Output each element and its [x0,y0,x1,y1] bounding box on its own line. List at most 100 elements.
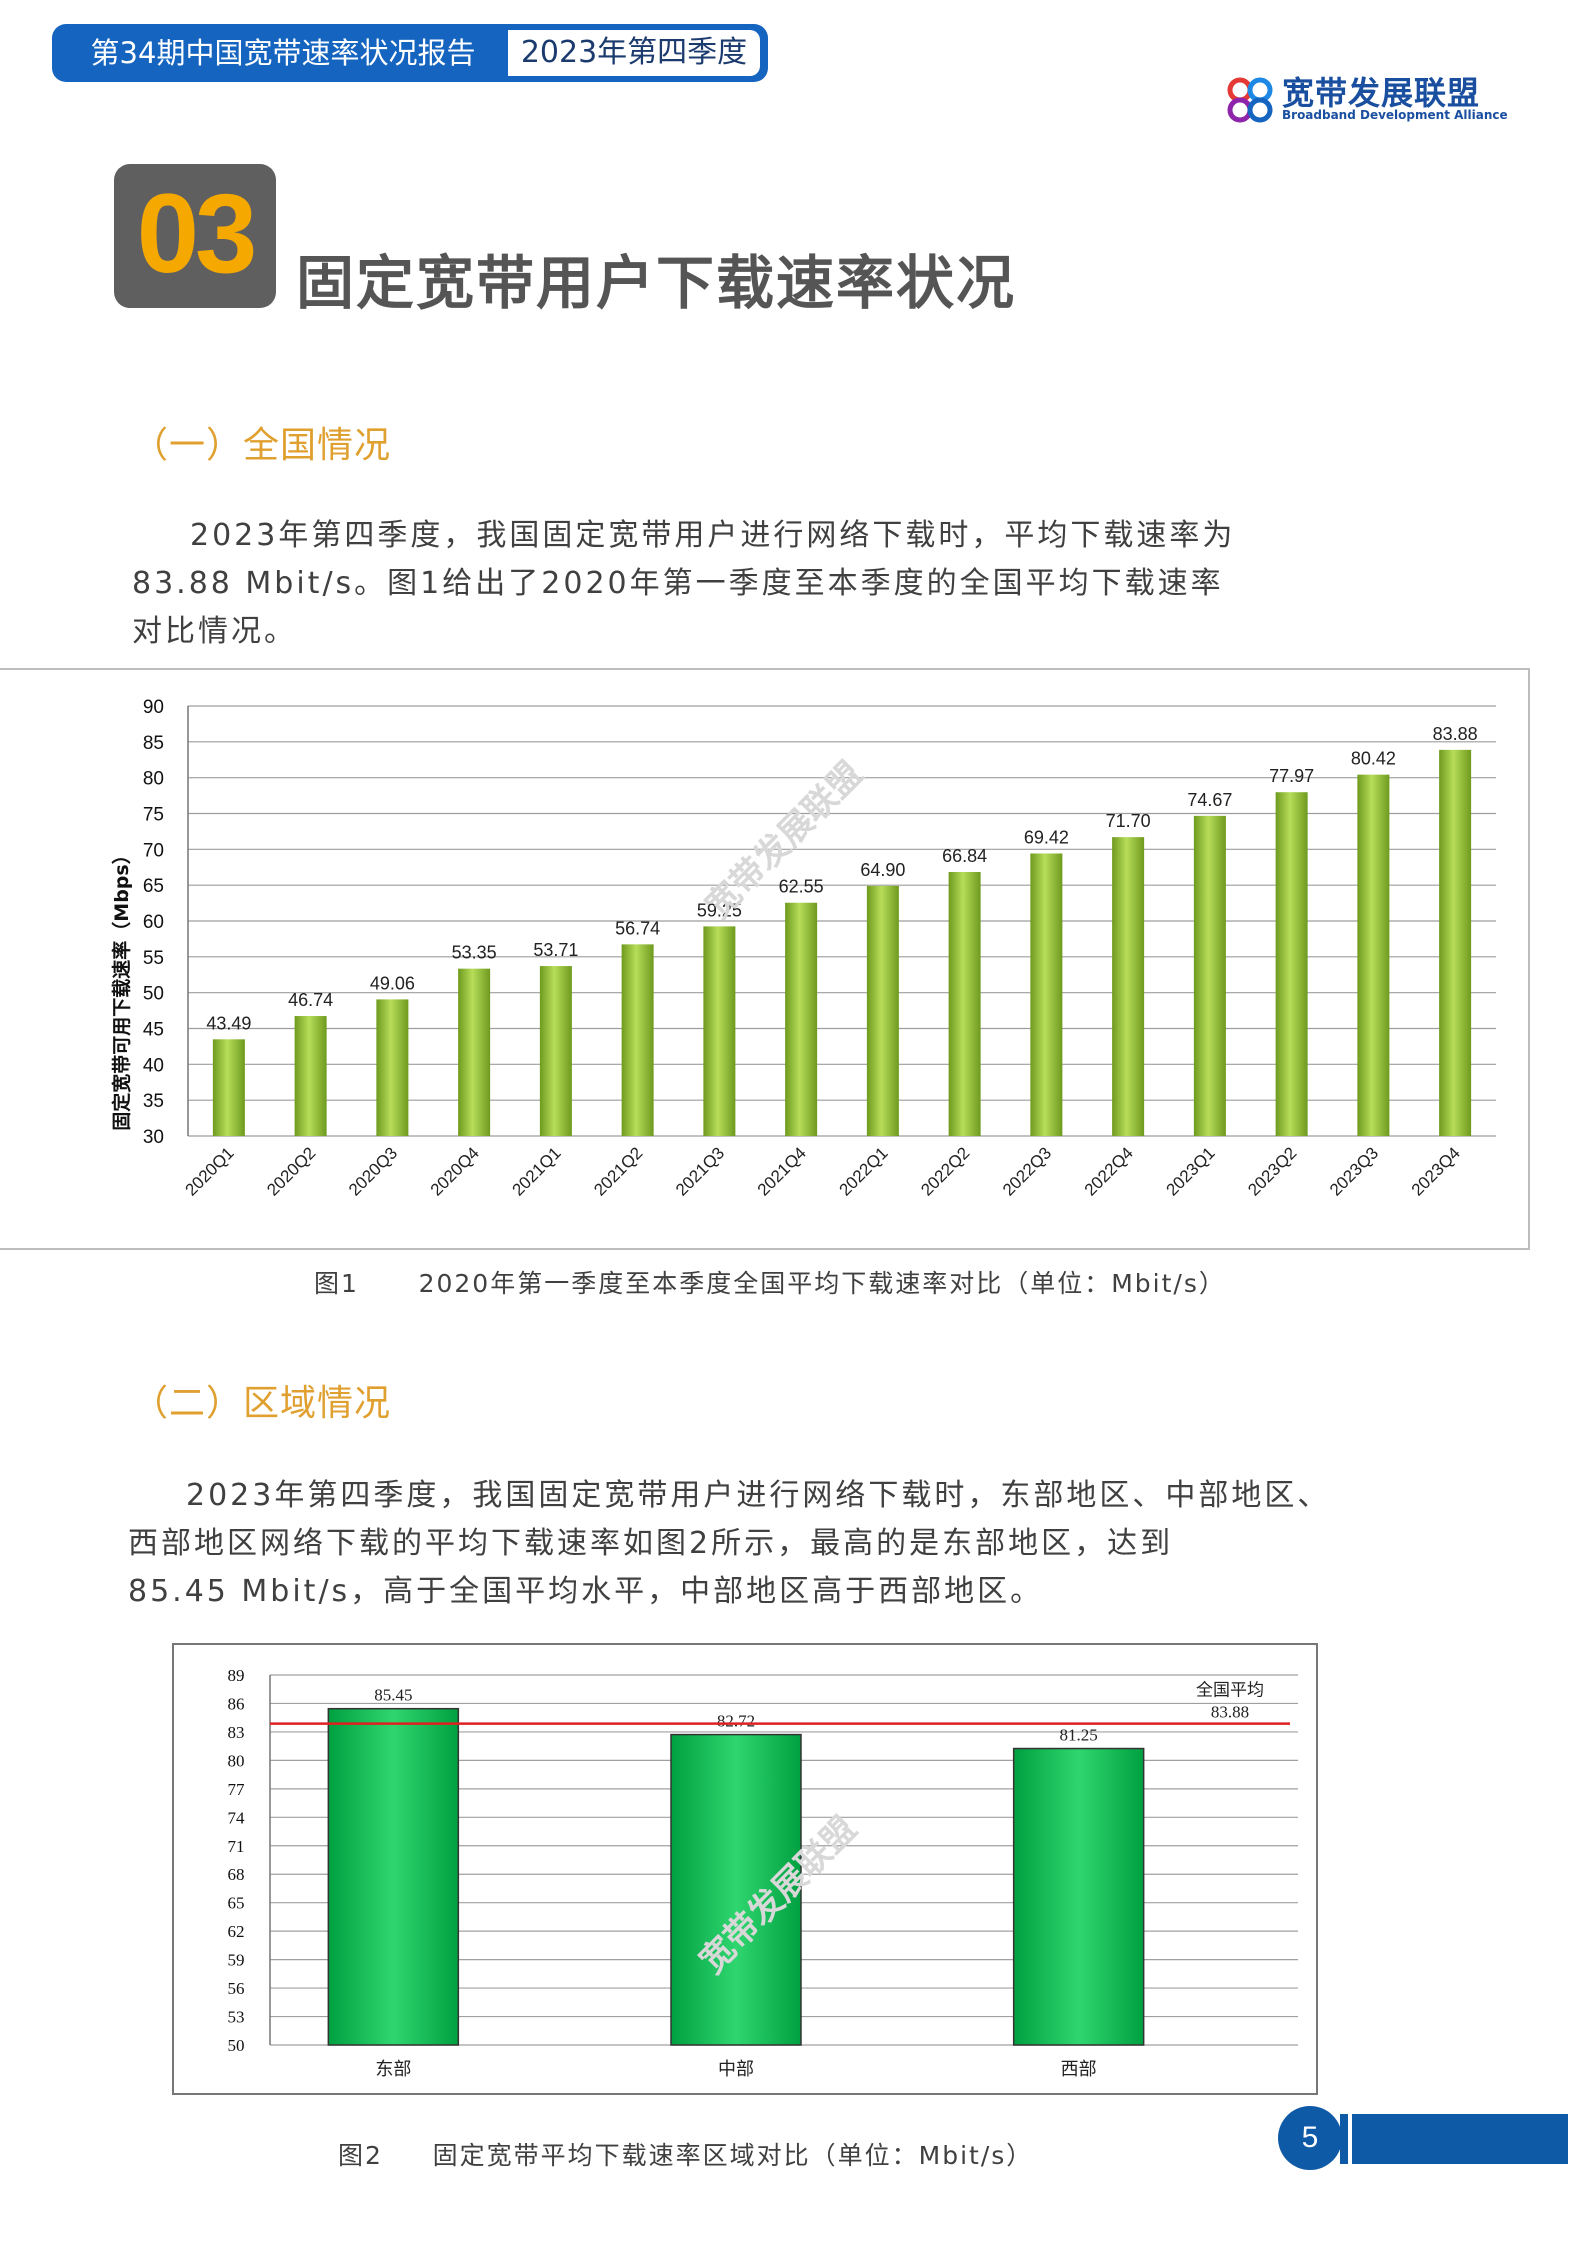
logo-mark-icon [1227,77,1273,123]
chart1-data-label: 49.06 [370,973,415,993]
chart2-data-label: 85.45 [374,1686,412,1705]
chart1-y-tick-label: 30 [143,1127,164,1148]
chart1-data-label: 46.74 [288,990,333,1010]
chart1-watermark: 宽带发展联盟 [698,754,871,927]
chart2-bar [327,1707,460,2046]
chart2-bar [670,1733,802,2046]
figure2-caption: 图2 固定宽带平均下载速率区域对比（单位：Mbit/s） [338,2136,1033,2172]
logo-name-en: Broadband Development Alliance [1282,108,1508,122]
chart1-bar [1439,749,1472,1136]
chart1-x-tick-label: 2021Q4 [754,1143,810,1199]
report-title: 第34期中国宽带速率状况报告 [90,36,476,70]
chart2-y-tick-label: 50 [228,2036,245,2055]
chart1-x-tick-label: 2020Q4 [427,1143,483,1199]
report-period: 2023年第四季度 [508,30,760,76]
chart2-x-tick-label: 西部 [1061,2059,1097,2080]
chart1-x-tick-label: 2022Q2 [917,1143,973,1199]
figure2-label: 图2 [338,2141,383,2170]
chart1-x-tick-label: 2023Q2 [1244,1143,1300,1199]
chart1-y-tick-label: 35 [143,1091,164,1112]
chart1-bar [785,902,818,1136]
footer-bar [1340,2114,1568,2164]
chart1-bar [866,885,899,1136]
figure1-caption-text: 2020年第一季度至本季度全国平均下载速率对比（单位：Mbit/s） [418,1269,1226,1298]
paragraph-line: 2023年第四季度，我国固定宽带用户进行网络下载时，东部地区、中部地区、 [186,1478,1331,1513]
chart1-data-label: 71.70 [1106,811,1151,831]
chart2-x-tick-label: 东部 [375,2059,411,2080]
chart1-bar [294,1016,327,1136]
chart1-y-tick-label: 50 [143,984,164,1005]
chart2-y-tick-label: 80 [228,1751,245,1770]
chart1-data-label: 64.90 [860,860,905,880]
chart2-average-label: 全国平均 [1196,1681,1264,1701]
chart1-bar [539,966,572,1136]
figure1-frame [0,668,1530,1250]
chart1-data-label: 56.74 [615,918,660,938]
chart2-y-tick-label: 83 [228,1723,245,1742]
section-title-regional: （二）区域情况 [132,1383,392,1424]
chapter-number: 03 [136,171,258,296]
chart1-data-label: 80.42 [1351,749,1396,769]
paragraph-line: 85.45 Mbit/s，高于全国平均水平，中部地区高于西部地区。 [128,1574,1044,1609]
chart1-x-tick-label: 2023Q3 [1326,1143,1382,1199]
chart1-data-label: 77.97 [1269,766,1314,786]
chart1-bar [703,926,736,1136]
chart2-y-tick-label: 89 [228,1666,245,1685]
paragraph-regional: 2023年第四季度，我国固定宽带用户进行网络下载时，东部地区、中部地区、 西部地… [128,1472,1330,1616]
figure1-caption: 图1 2020年第一季度至本季度全国平均下载速率对比（单位：Mbit/s） [314,1264,1226,1300]
chart2-y-tick-label: 59 [228,1951,245,1970]
chart1-bar [212,1039,245,1136]
logo-name-cn: 宽带发展联盟 [1282,74,1481,112]
chart1-y-tick-label: 40 [143,1055,164,1076]
chart1-data-label: 53.35 [452,943,497,963]
chart1-bar [948,871,981,1136]
chart1-x-tick-label: 2023Q1 [1162,1143,1218,1199]
chart1-y-tick-label: 75 [143,805,164,826]
paragraph-line: 83.88 Mbit/s。图1给出了2020年第一季度至本季度的全国平均下载速率 [132,566,1224,601]
chart2-y-tick-label: 65 [228,1894,245,1913]
chart1-x-tick-label: 2020Q1 [181,1143,237,1199]
national-speed-chart: 43.49 46.74 49.06 53.35 53.71 56.74 59.25 62.55… [110,697,1496,1200]
chart1-bar [1357,774,1390,1136]
chart2-data-label: 82.72 [717,1712,755,1731]
chart2-x-tick-label: 中部 [718,2059,754,2080]
chart1-data-label: 62.55 [779,877,824,897]
chapter-number-box [114,164,276,308]
chart1-data-label: 83.88 [1433,724,1478,744]
chart1-y-tick-label: 60 [143,912,164,933]
section-title-national: （一）全国情况 [132,425,392,466]
paragraph-line: 对比情况。 [132,614,297,649]
chart1-data-label: 66.84 [942,846,987,866]
chart1-bar [376,999,409,1136]
chart1-x-tick-label: 2022Q1 [835,1143,891,1199]
figure2-frame [172,1643,1318,2095]
chart1-bar [1030,853,1063,1136]
chart1-bar [458,968,491,1136]
chart1-x-tick-label: 2021Q2 [590,1143,646,1199]
paragraph-national: 2023年第四季度，我国固定宽带用户进行网络下载时，平均下载速率为 83.88 … [132,512,1235,656]
chart1-data-label: 69.42 [1024,827,1069,847]
chart1-y-tick-label: 90 [143,697,164,718]
chart1-bar [1112,837,1145,1136]
chart1-x-tick-label: 2021Q3 [672,1143,728,1199]
alliance-logo: 宽带发展联盟 Broadband Development Alliance [1222,68,1562,128]
chart1-y-tick-label: 85 [143,733,164,754]
chart1-x-tick-label: 2022Q4 [1081,1143,1137,1199]
chart1-x-tick-label: 2022Q3 [999,1143,1055,1199]
chart1-y-tick-label: 45 [143,1020,164,1041]
chart2-average-value: 83.88 [1211,1703,1249,1722]
chapter-title: 固定宽带用户下载速率状况 [296,249,1017,317]
chart1-data-label: 53.71 [533,940,578,960]
chart1-x-tick-label: 2021Q1 [508,1143,564,1199]
figure2-caption-text: 固定宽带平均下载速率区域对比（单位：Mbit/s） [432,2141,1034,2170]
paragraph-line: 2023年第四季度，我国固定宽带用户进行网络下载时，平均下载速率为 [190,518,1236,553]
chart2-y-tick-label: 86 [228,1694,245,1713]
chart1-y-tick-label: 65 [143,876,164,897]
chart2-y-tick-label: 62 [228,1922,245,1941]
chart1-bar [1193,815,1226,1136]
chart1-data-label: 74.67 [1187,790,1232,810]
paragraph-line: 西部地区网络下载的平均下载速率如图2所示，最高的是东部地区，达到 [128,1526,1174,1561]
chart2-data-label: 81.25 [1060,1726,1098,1745]
footer-divider [1348,2114,1352,2164]
regional-speed-chart: 85.45 82.72 81.25 50 53 56 59 62 65 68 71 74 77 80 83… [228,1666,1298,2080]
